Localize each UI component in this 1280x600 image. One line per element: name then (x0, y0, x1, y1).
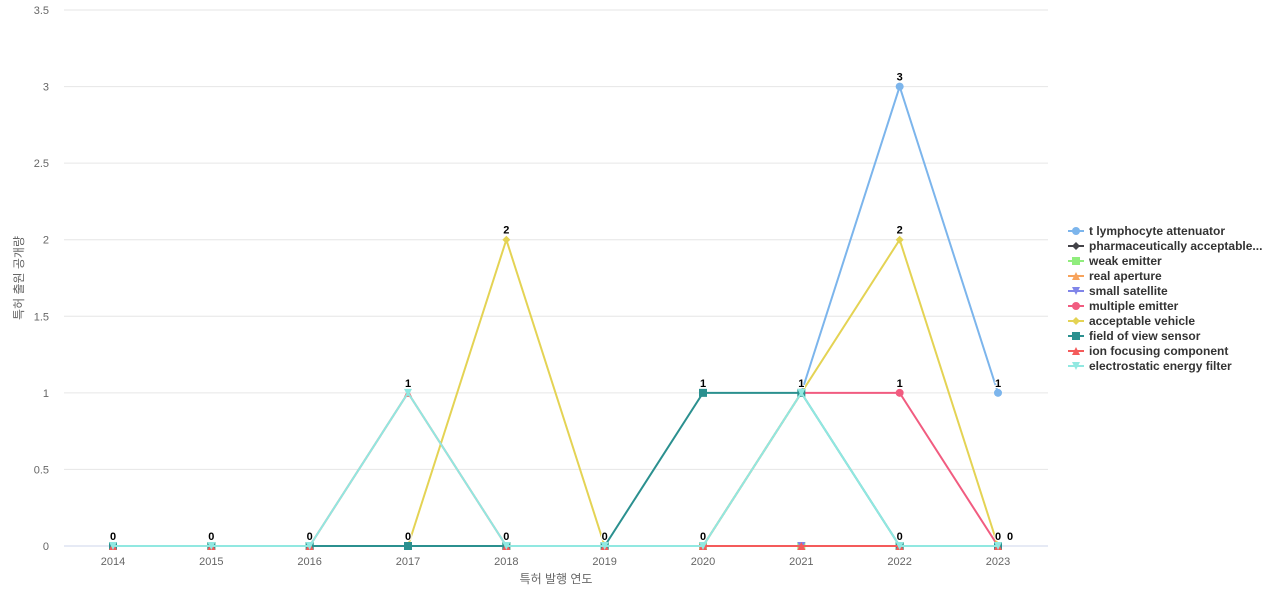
data-label: 0 (700, 531, 706, 543)
legend-item[interactable]: small satellite (1068, 283, 1262, 298)
legend-symbol-icon (1068, 301, 1084, 310)
data-point (207, 542, 216, 550)
x-tick-label: 2020 (691, 556, 715, 568)
legend-symbol-icon (1068, 346, 1084, 355)
data-point (699, 388, 707, 397)
data-label: 0 (110, 531, 116, 543)
data-point (994, 542, 1002, 550)
legend: t lymphocyte attenuator pharmaceutically … (1068, 223, 1262, 373)
x-tick-label: 2018 (494, 556, 518, 568)
legend-item[interactable]: multiple emitter (1068, 298, 1262, 313)
legend-label: electrostatic energy filter (1089, 358, 1232, 373)
x-tick-label: 2023 (986, 556, 1010, 568)
x-tick-label: 2017 (396, 556, 420, 568)
legend-symbol-icon (1068, 286, 1084, 295)
legend-symbol-icon (1068, 271, 1084, 280)
x-tick-label: 2022 (887, 556, 911, 568)
data-point (109, 542, 117, 550)
data-point (895, 542, 904, 550)
legend-item[interactable]: real aperture (1068, 268, 1262, 283)
legend-label: ion focusing component (1089, 343, 1229, 358)
data-point (797, 388, 806, 397)
data-point (895, 235, 904, 244)
legend-item[interactable]: field of view sensor (1068, 328, 1262, 343)
data-point (502, 235, 511, 244)
data-label: 1 (897, 378, 903, 390)
data-label: 0 (405, 531, 411, 543)
y-tick-label: 2 (43, 235, 49, 247)
legend-label: field of view sensor (1089, 328, 1201, 343)
legend-item[interactable]: t lymphocyte attenuator (1068, 223, 1262, 238)
y-tick-label: 1.5 (34, 311, 49, 323)
legend-item[interactable]: pharmaceutically acceptable... (1068, 238, 1262, 253)
legend-label: pharmaceutically acceptable... (1089, 238, 1263, 253)
series-line-9 (113, 391, 998, 547)
data-label: 0 (208, 531, 214, 543)
y-tick-label: 0.5 (34, 464, 49, 476)
y-tick-label: 0 (43, 541, 49, 553)
legend-label: multiple emitter (1089, 298, 1179, 313)
data-label: 2 (503, 225, 509, 237)
legend-symbol-icon (1068, 361, 1084, 370)
legend-label: weak emitter (1089, 253, 1162, 268)
x-tick-label: 2021 (789, 556, 813, 568)
data-point (502, 542, 511, 550)
y-tick-label: 3.5 (34, 5, 49, 17)
data-label: 0 (897, 531, 903, 543)
legend-item[interactable]: electrostatic energy filter (1068, 358, 1262, 373)
data-label: 0 (503, 531, 509, 543)
x-tick-label: 2016 (297, 556, 321, 568)
legend-label: small satellite (1089, 283, 1168, 298)
legend-symbol-icon (1068, 241, 1084, 250)
data-point (699, 542, 707, 550)
data-point (305, 542, 314, 550)
x-tick-label: 2019 (592, 556, 616, 568)
data-point (895, 82, 904, 91)
data-label: 0 (1007, 531, 1013, 543)
legend-symbol-icon (1068, 316, 1084, 325)
data-point (895, 388, 904, 397)
data-label: 0 (307, 531, 313, 543)
legend-label: t lymphocyte attenuator (1089, 223, 1226, 238)
legend-item[interactable]: ion focusing component (1068, 343, 1262, 358)
x-tick-label: 2015 (199, 556, 223, 568)
legend-symbol-icon (1068, 226, 1084, 235)
data-point (404, 388, 412, 397)
data-label: 0 (602, 531, 608, 543)
y-axis-title: 특허 출원 공개량 (12, 236, 26, 320)
legend-label: real aperture (1089, 268, 1162, 283)
data-point (404, 542, 412, 550)
legend-label: acceptable vehicle (1089, 313, 1196, 328)
y-tick-label: 3 (43, 82, 49, 94)
data-point (600, 542, 609, 550)
data-label: 1 (798, 378, 804, 390)
data-label: 1 (405, 378, 411, 390)
legend-item[interactable]: acceptable vehicle (1068, 313, 1262, 328)
data-label: 2 (897, 225, 903, 237)
data-label: 1 (700, 378, 706, 390)
legend-symbol-icon (1068, 331, 1084, 340)
legend-symbol-icon (1068, 256, 1084, 265)
data-label: 0 (995, 531, 1001, 543)
data-point (797, 542, 806, 550)
x-tick-label: 2014 (101, 556, 125, 568)
legend-item[interactable]: weak emitter (1068, 253, 1262, 268)
y-tick-label: 2.5 (34, 158, 49, 170)
data-label: 1 (995, 378, 1001, 390)
x-axis-title: 특허 발행 연도 (520, 571, 593, 586)
data-point (994, 388, 1002, 397)
y-tick-label: 1 (43, 388, 49, 400)
data-label: 3 (897, 72, 903, 84)
